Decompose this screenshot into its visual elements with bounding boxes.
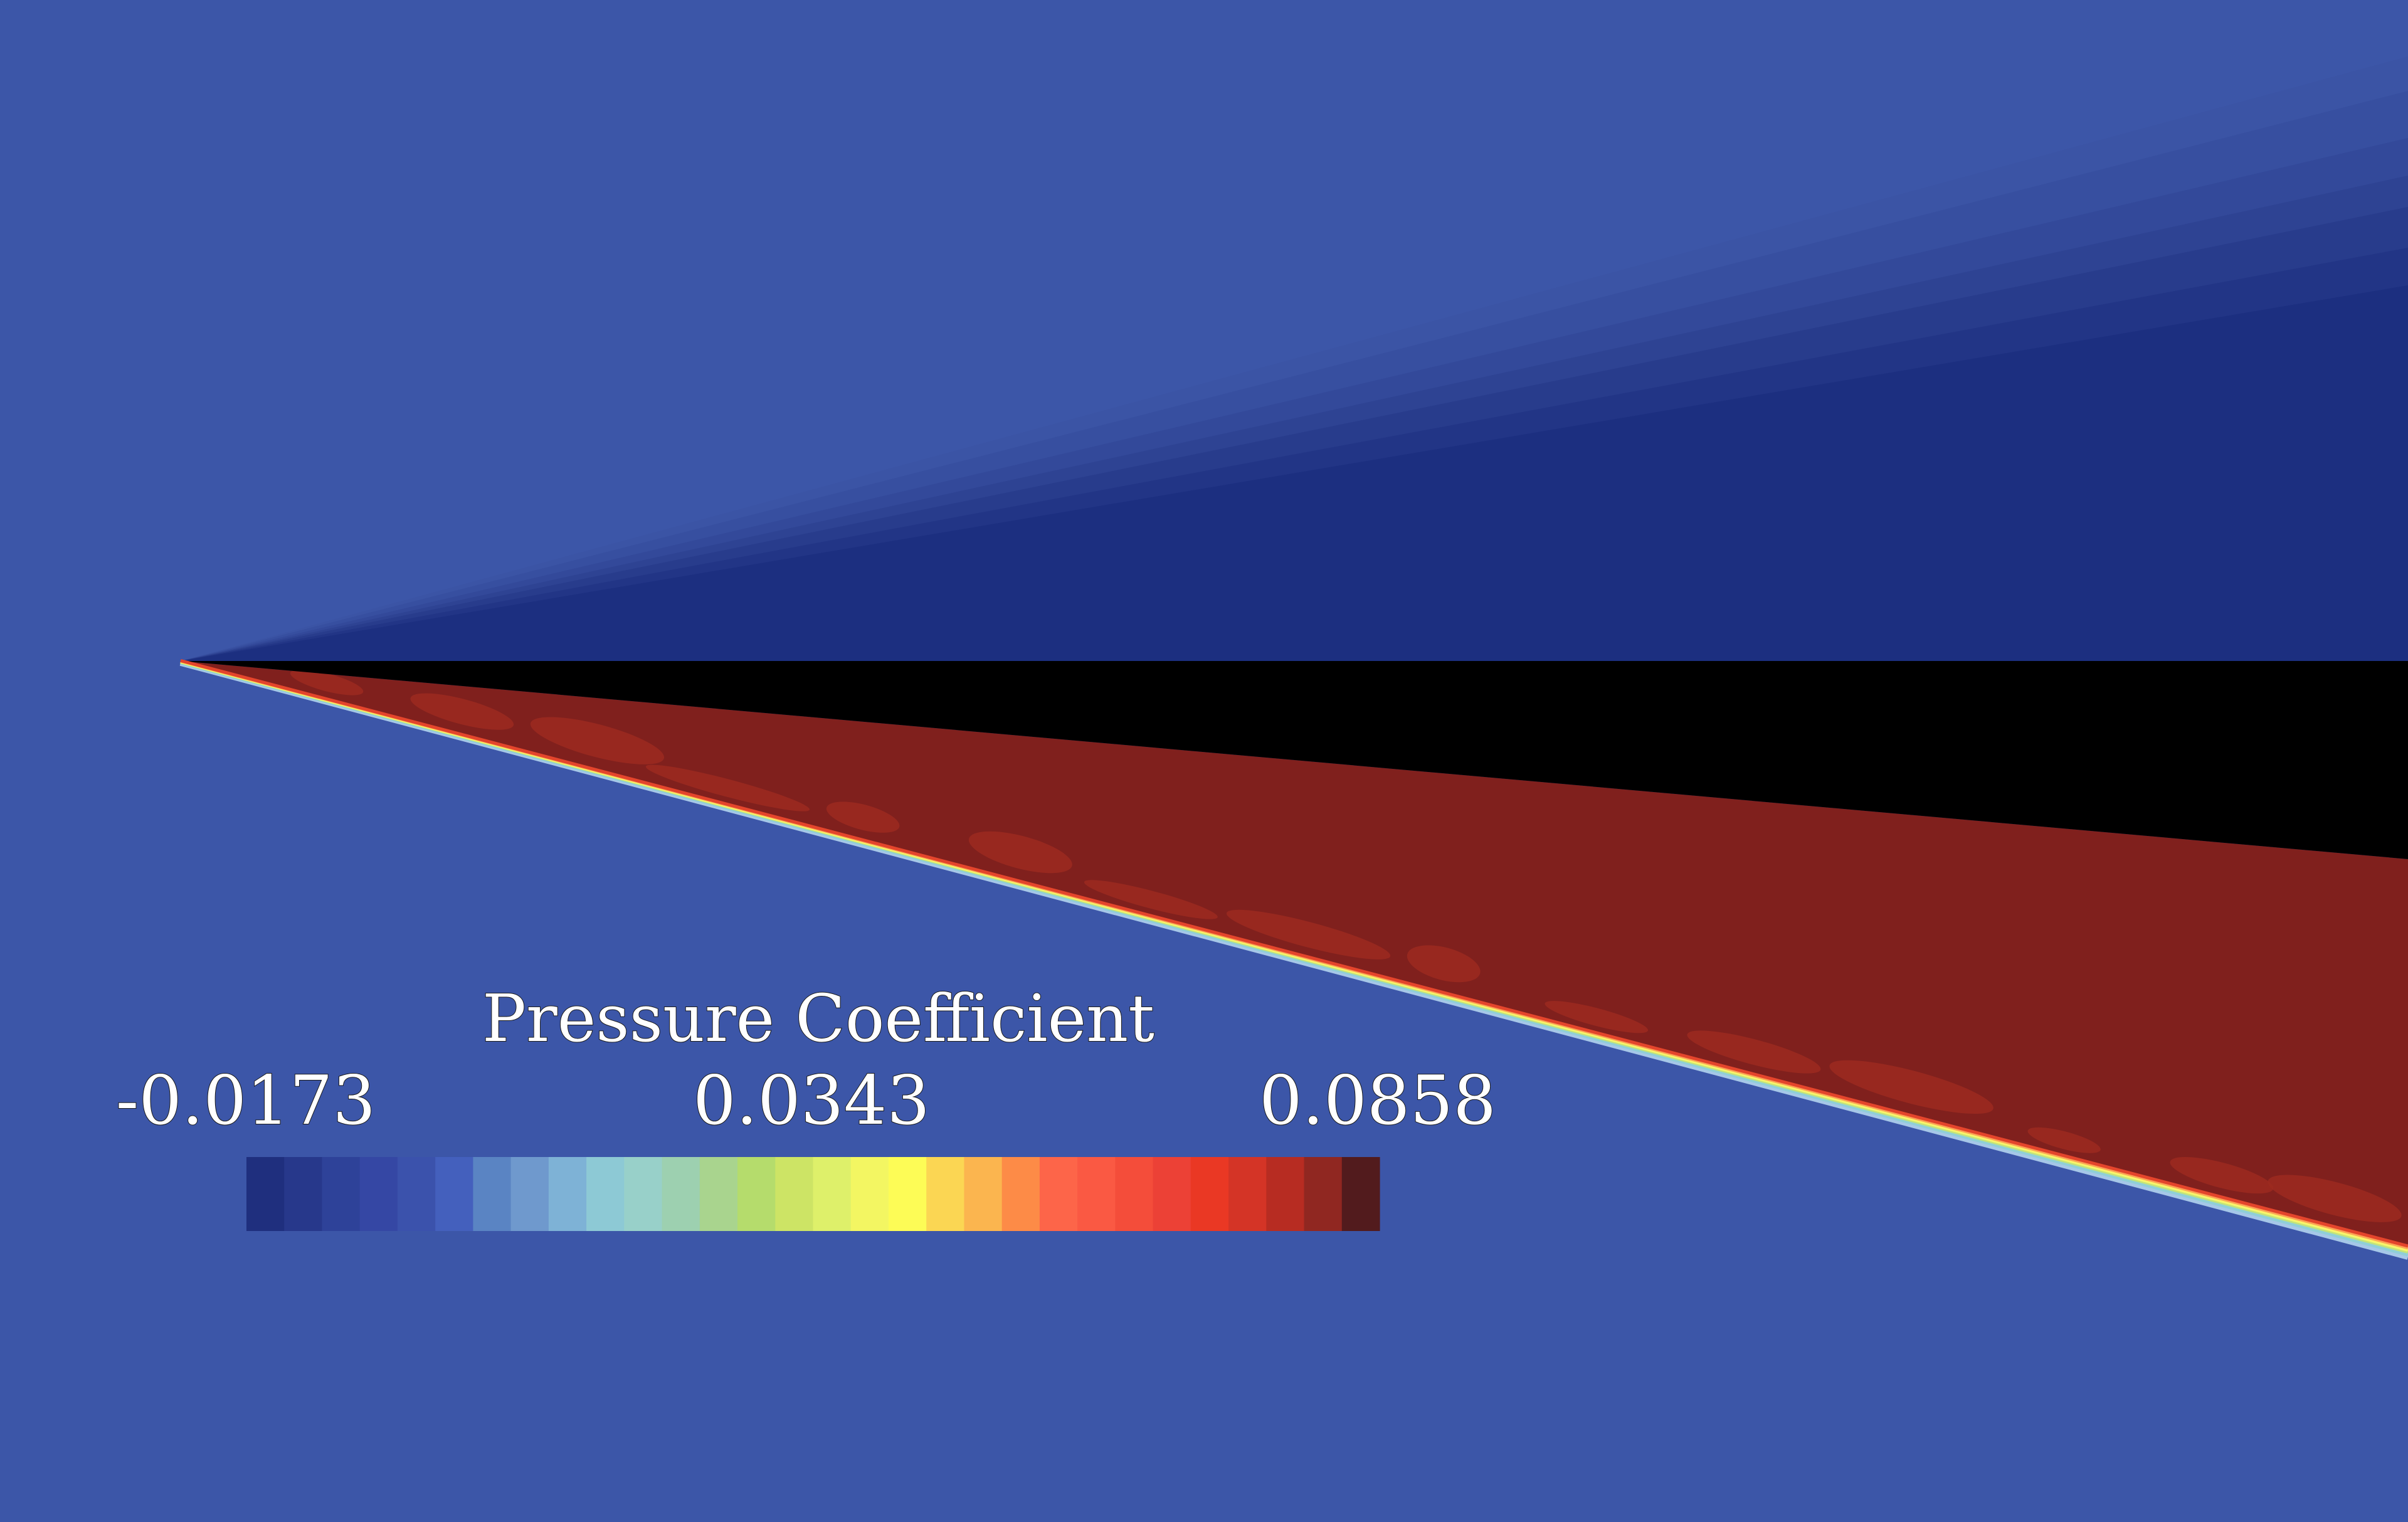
colorbar-swatch [1115,1157,1154,1231]
colorbar-swatch [1153,1157,1191,1231]
turbulence-blob [1084,880,1218,919]
turbulence-blob [410,693,514,730]
colorbar-swatch [964,1157,1003,1231]
colorbar-swatch [435,1157,473,1231]
colorbar-swatch [699,1157,738,1231]
wedge-body [181,661,2408,859]
turbulence-blob [1829,1060,1993,1114]
colorbar-swatch [1190,1157,1229,1231]
colorbar-swatch [926,1157,965,1231]
turbulence-blob [290,669,364,695]
colorbar-swatch [473,1157,512,1231]
colorbar-swatch [888,1157,927,1231]
colorbar-swatch [775,1157,814,1231]
shock-layer [180,658,2408,1248]
colorbar-swatch [246,1157,285,1231]
colorbar-swatch [1266,1157,1305,1231]
turbulence-blob [1687,1030,1821,1074]
colorbar-swatch [737,1157,776,1231]
colorbar-title: Pressure Coefficient [482,980,1154,1057]
colorbar-swatch [548,1157,587,1231]
colorbar-mid-label: 0.0343 [693,1062,930,1140]
colorbar-max-label: 0.0858 [1259,1062,1496,1140]
turbulence-blob [530,717,665,764]
colorbar-swatch [624,1157,663,1231]
turbulence-blob [968,831,1072,874]
turbulence-blob [2170,1157,2274,1194]
shock-wave [179,658,2408,1260]
turbulence-blob [2027,1127,2101,1153]
colorbar-swatch [1228,1157,1267,1231]
colorbar-swatch [813,1157,852,1231]
turbulence-blob [826,801,900,833]
turbulence-blob [645,764,810,811]
turbulence-blob [1407,945,1481,983]
colorbar-swatch [1039,1157,1078,1231]
compression-turbulence [290,669,2402,1222]
colorbar-swatch [850,1157,889,1231]
colorbar-swatch [510,1157,549,1231]
colorbar-swatch [359,1157,398,1231]
colorbar-swatch [397,1157,436,1231]
colorbar-min-label: -0.0173 [116,1062,376,1140]
colorbar-swatch [1341,1157,1380,1231]
colorbar: Pressure Coefficient -0.0173 0.0343 0.08… [115,980,1497,1231]
colorbar-swatch [662,1157,700,1231]
colorbar-swatch [1001,1157,1040,1231]
turbulence-blob [2268,1175,2402,1222]
turbulence-blob [1226,909,1391,959]
colorbar-swatch [284,1157,323,1231]
colorbar-swatches [246,1157,1380,1231]
colorbar-swatch [1077,1157,1116,1231]
expansion-fan [181,56,2408,661]
turbulence-blob [1545,1001,1649,1033]
colorbar-swatch [586,1157,625,1231]
colorbar-swatch [1304,1157,1343,1231]
colorbar-swatch [322,1157,361,1231]
expansion-band [181,285,2408,661]
